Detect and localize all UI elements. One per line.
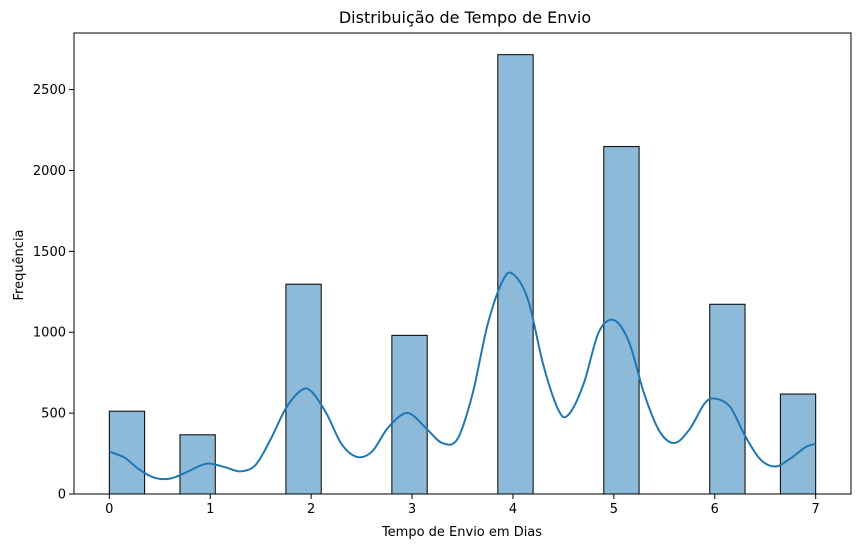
y-tick-label: 2500 <box>33 83 66 98</box>
x-axis: 0 1 2 3 4 5 6 7 <box>105 494 820 517</box>
bars-group <box>108 54 817 495</box>
y-tick-label: 1000 <box>33 326 66 341</box>
plot-frame <box>73 32 852 495</box>
y-tick-label: 500 <box>41 407 66 422</box>
x-tick-label: 6 <box>711 502 719 517</box>
x-tick-label: 2 <box>307 502 315 517</box>
x-tick-label: 1 <box>206 502 214 517</box>
kde-curve <box>108 271 816 481</box>
chart-title: Distribuição de Tempo de Envio <box>339 8 591 27</box>
bar-3 <box>391 334 428 495</box>
y-axis-label: Frequência <box>12 229 27 300</box>
x-tick-label: 7 <box>812 502 820 517</box>
y-axis: 0 500 1000 1500 2000 2500 <box>33 83 74 503</box>
y-tick-label: 2000 <box>33 164 66 179</box>
x-tick-label: 5 <box>610 502 618 517</box>
y-tick-label: 1500 <box>33 245 66 260</box>
x-tick-label: 4 <box>509 502 517 517</box>
bar-4 <box>497 54 534 495</box>
x-axis-label: Tempo de Envio em Dias <box>381 525 542 540</box>
x-tick-label: 0 <box>105 502 113 517</box>
x-tick-label: 3 <box>408 502 416 517</box>
y-tick-label: 0 <box>58 488 66 503</box>
bar-7 <box>779 393 817 495</box>
bar-5 <box>603 146 640 495</box>
